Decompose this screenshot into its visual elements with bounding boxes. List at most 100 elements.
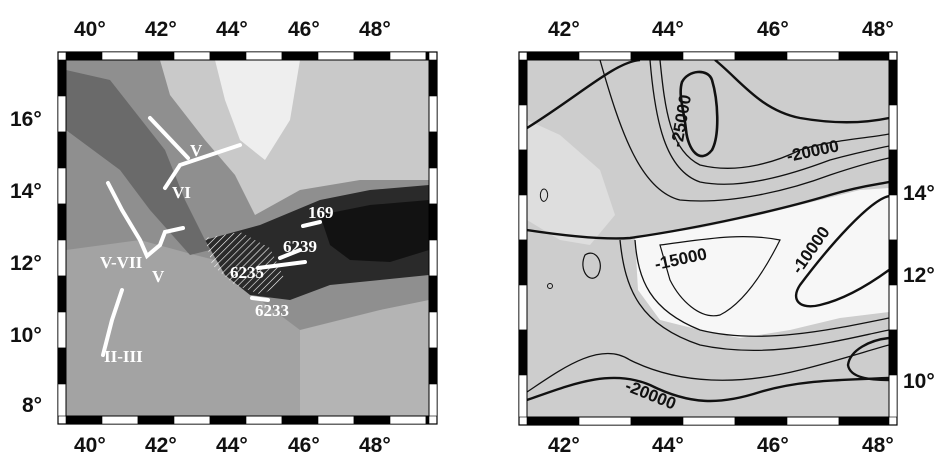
left-frame-left-3 (57, 167, 67, 205)
right-frame-left-7 (518, 374, 528, 418)
left-frame-left-4 (57, 203, 67, 241)
right-xtick-bottom-2: 46° (757, 434, 789, 457)
right-frame-right-6 (888, 329, 898, 376)
left-xtick-bottom-1: 42° (145, 434, 177, 457)
right-frame-right-5 (888, 284, 898, 331)
left-frame-right-0 (428, 59, 438, 97)
left-frame-bottom-5 (245, 415, 283, 425)
contour-top-thin2 (649, 60, 889, 185)
red-sea-trough (66, 70, 210, 255)
right-xtick-bottom-3: 48° (862, 434, 894, 457)
left-map-frame-ticks (57, 51, 438, 425)
right-ytick-2: 10° (903, 370, 935, 393)
left-frame-left-7 (57, 311, 67, 349)
label-169: 169 (308, 203, 334, 222)
right-x-ticks-top: 42° 44° 46° 48° (548, 18, 894, 41)
left-frame-right-9 (428, 383, 438, 417)
left-frame-left-8 (57, 347, 67, 385)
line-ii-iii (101, 288, 124, 357)
right-frame-left-6 (518, 329, 528, 376)
left-frame-right-8 (428, 347, 438, 385)
label-v-vii: V-VII (100, 253, 143, 272)
left-frame-left-5 (57, 239, 67, 277)
right-frame-right-2 (888, 149, 898, 196)
left-frame-bottom-2 (137, 415, 175, 425)
right-frame-bottom-4 (734, 416, 788, 426)
line-169 (301, 220, 322, 228)
land-peaks (215, 60, 300, 160)
contour-small-oval (582, 252, 601, 279)
contours (527, 60, 889, 403)
hatched-zone (205, 232, 285, 295)
survey-lines (101, 116, 322, 357)
label-6239: 6239 (283, 237, 317, 256)
left-frame-bottom-0 (65, 415, 103, 425)
contour-bottom-thin1 (634, 239, 889, 337)
contour-left-blob (539, 188, 549, 202)
right-frame-top-2 (630, 51, 684, 61)
left-frame-right-5 (428, 239, 438, 277)
line-6233 (250, 296, 270, 302)
left-frame-bottom-1 (101, 415, 139, 425)
left-frame-bottom-6 (281, 415, 319, 425)
label-6235: 6235 (230, 263, 264, 282)
left-frame-left-2 (57, 131, 67, 169)
left-frame-top-3 (173, 51, 211, 61)
left-xtick-bottom-2: 44° (216, 434, 248, 457)
left-frame-bottom-10 (425, 415, 430, 425)
right-xtick-top-0: 42° (548, 18, 580, 41)
line-vi (163, 143, 242, 190)
left-map: V VI V-VII V II-III 169 6239 6235 6233 4… (10, 18, 438, 457)
left-ytick-2: 12° (10, 252, 42, 275)
right-frame-top-5 (786, 51, 840, 61)
label-6233: 6233 (255, 301, 289, 320)
right-frame-top-6 (838, 51, 890, 61)
contour-inner-thin (659, 236, 781, 317)
right-frame-top-4 (734, 51, 788, 61)
contour-top-outer (527, 60, 889, 130)
right-map-area (527, 60, 889, 417)
left-x-ticks-bottom: 40° 42° 44° 46° 48° (74, 434, 391, 457)
label-v-top: V (190, 141, 203, 160)
left-xtick-bottom-3: 46° (288, 434, 320, 457)
left-xtick-top-2: 44° (216, 18, 248, 41)
right-frame-bottom-5 (786, 416, 840, 426)
left-frame-right-7 (428, 311, 438, 349)
gulf-deep (320, 200, 429, 262)
left-frame-right-4 (428, 203, 438, 241)
right-frame-right-1 (888, 104, 898, 151)
right-frame-right-3 (888, 194, 898, 241)
right-frame-left-3 (518, 194, 528, 241)
line-v-top (148, 116, 190, 160)
left-frame-left-9 (57, 383, 67, 417)
right-frame-top-0 (526, 51, 580, 61)
left-xtick-top-3: 46° (288, 18, 320, 41)
right-frame-bottom-2 (630, 416, 684, 426)
left-ytick-1: 14° (10, 180, 42, 203)
contour-tiny-circle (547, 283, 553, 289)
left-frame-left-6 (57, 275, 67, 313)
right-frame-bottom-0 (526, 416, 580, 426)
contour-bottom-thin3 (527, 344, 889, 393)
land-southwest (66, 240, 330, 416)
right-xtick-top-2: 46° (757, 18, 789, 41)
right-frame-top-1 (578, 51, 632, 61)
left-frame-bottom-4 (209, 415, 247, 425)
right-frame-left-5 (518, 284, 528, 331)
contour-10000 (794, 194, 889, 308)
contour-25000 (679, 70, 719, 158)
right-frame-right-4 (888, 239, 898, 286)
right-map: -25000 -20000 -15000 -10000 -20000 42° 4… (518, 18, 935, 457)
left-frame-left-1 (57, 95, 67, 133)
left-frame-bottom-8 (353, 415, 391, 425)
right-ytick-0: 14° (903, 182, 935, 205)
white-patch (527, 120, 615, 245)
right-frame-right-0 (888, 59, 898, 106)
left-frame-top-10 (425, 51, 430, 61)
left-frame-top-0 (65, 51, 103, 61)
line-6235 (256, 260, 307, 270)
left-frame-top-6 (281, 51, 319, 61)
right-frame-right-7 (888, 374, 898, 418)
right-xtick-bottom-0: 42° (548, 434, 580, 457)
left-frame-top-8 (353, 51, 391, 61)
